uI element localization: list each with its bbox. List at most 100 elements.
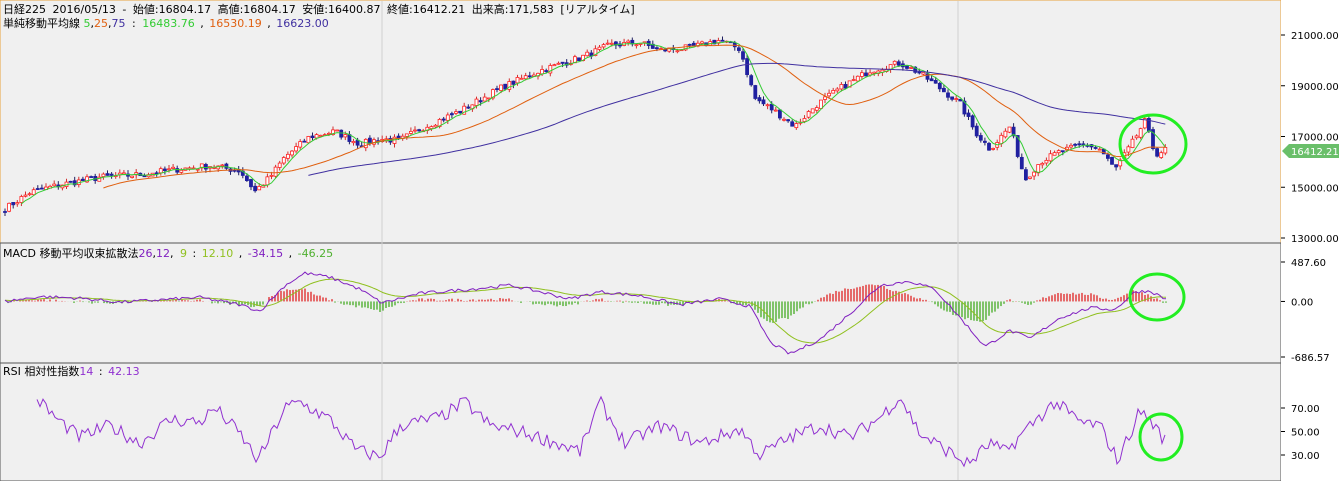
- candle-body: [540, 69, 544, 75]
- candle-body: [81, 178, 85, 181]
- macd-tick-label: 0.00: [1291, 297, 1313, 308]
- candle-body: [974, 125, 979, 137]
- candle-body: [1028, 176, 1032, 179]
- rsi-sep: :: [99, 365, 103, 378]
- candle-body: [109, 173, 114, 176]
- macd-panel[interactable]: [0, 242, 1282, 364]
- candle-body: [1097, 148, 1102, 151]
- ma5-line: [21, 41, 1166, 205]
- candle-body: [1003, 130, 1008, 138]
- macd-param-9: 9: [180, 247, 187, 260]
- candle-body: [343, 134, 348, 138]
- candle-body: [3, 211, 7, 213]
- macd-param-12: 12: [156, 247, 170, 260]
- candle-body: [577, 57, 581, 61]
- candle-body: [741, 51, 745, 60]
- candle-body: [1007, 126, 1012, 133]
- candle-body: [331, 129, 335, 135]
- rsi-tick-label: 30.00: [1291, 451, 1320, 462]
- candle-body: [1044, 159, 1049, 164]
- candle-body: [556, 62, 561, 65]
- candle-body: [864, 72, 868, 77]
- candle-body: [1110, 157, 1114, 165]
- candle-body: [802, 118, 807, 122]
- candle-body: [1106, 154, 1110, 159]
- candle-body: [7, 202, 11, 212]
- candle-body: [921, 71, 926, 75]
- candle-body: [1151, 129, 1155, 150]
- candle-body: [720, 39, 725, 42]
- candle-body: [11, 202, 16, 206]
- candle-body: [314, 134, 319, 139]
- price-panel[interactable]: [0, 0, 1282, 244]
- open-label: 始値:16804.17: [133, 2, 211, 16]
- candle-body: [31, 189, 36, 196]
- candle-body: [560, 61, 565, 64]
- candle-body: [794, 123, 799, 129]
- candle-body: [1048, 153, 1053, 162]
- candle-body: [814, 107, 819, 111]
- candle-body: [249, 179, 253, 188]
- candle-body: [466, 106, 471, 109]
- candle-body: [89, 176, 93, 178]
- rsi-period: 14: [79, 365, 93, 378]
- rsi-line: [36, 395, 1166, 468]
- candle-body: [220, 164, 225, 167]
- candle-body: [544, 70, 549, 72]
- candle-body: [585, 51, 590, 57]
- candle-body: [991, 148, 995, 150]
- volume-label: 出来高:171,583: [472, 2, 554, 16]
- candle-body: [199, 163, 204, 169]
- last-price-label: 16412.21: [1291, 147, 1339, 158]
- candle-body: [474, 98, 479, 106]
- candle-body: [27, 193, 32, 196]
- candle-body: [655, 47, 659, 50]
- candle-body: [437, 119, 442, 127]
- ma-value-25: 16530.19: [209, 17, 262, 30]
- candle-body: [700, 41, 704, 44]
- candle-body: [507, 81, 512, 90]
- candle-body: [244, 175, 249, 181]
- candle-body: [753, 85, 758, 99]
- candle-body: [827, 92, 831, 97]
- axis-area: [1281, 0, 1339, 481]
- candle-body: [1155, 148, 1159, 157]
- candle-body: [896, 61, 901, 66]
- candle-body: [351, 141, 356, 144]
- price-tick-label: 17000.00: [1291, 133, 1339, 144]
- macd-value: 12.10: [202, 247, 234, 260]
- candle-body: [449, 113, 454, 116]
- candle-body: [35, 188, 40, 190]
- candle-body: [1134, 135, 1139, 139]
- candle-body: [335, 129, 340, 132]
- y-axis: 21000.00 19000.00 17000.00 15000.00 13000.00…: [1281, 31, 1339, 462]
- candle-body: [716, 40, 721, 44]
- ma-sep: :: [132, 17, 136, 30]
- candle-body: [495, 88, 499, 90]
- ma-legend-label: 単純移動平均線: [3, 16, 80, 30]
- candle-body: [712, 39, 717, 45]
- candle-body: [962, 100, 967, 115]
- candle-body: [942, 87, 946, 93]
- candle-body: [285, 153, 290, 159]
- candle-body: [917, 71, 922, 74]
- date-label: 2016/05/13: [53, 3, 116, 16]
- candle-body: [843, 84, 848, 89]
- candle-body: [819, 99, 823, 109]
- candle-body: [778, 109, 782, 119]
- rsi-panel[interactable]: [0, 362, 1282, 482]
- candle-body: [933, 80, 938, 84]
- candle-body: [171, 166, 176, 169]
- candle-body: [396, 135, 401, 139]
- candle-body: [683, 44, 688, 51]
- candle-body: [408, 130, 413, 134]
- candle-body: [1040, 163, 1045, 166]
- macd-param-26: 26: [138, 247, 152, 260]
- candle-body: [515, 77, 520, 84]
- candle-body: [441, 118, 446, 121]
- candle-body: [122, 172, 126, 175]
- candle-body: [257, 185, 262, 191]
- high-label: 高値:16804.17: [218, 2, 296, 16]
- gridlines: [381, 1, 959, 480]
- candle-body: [855, 75, 860, 82]
